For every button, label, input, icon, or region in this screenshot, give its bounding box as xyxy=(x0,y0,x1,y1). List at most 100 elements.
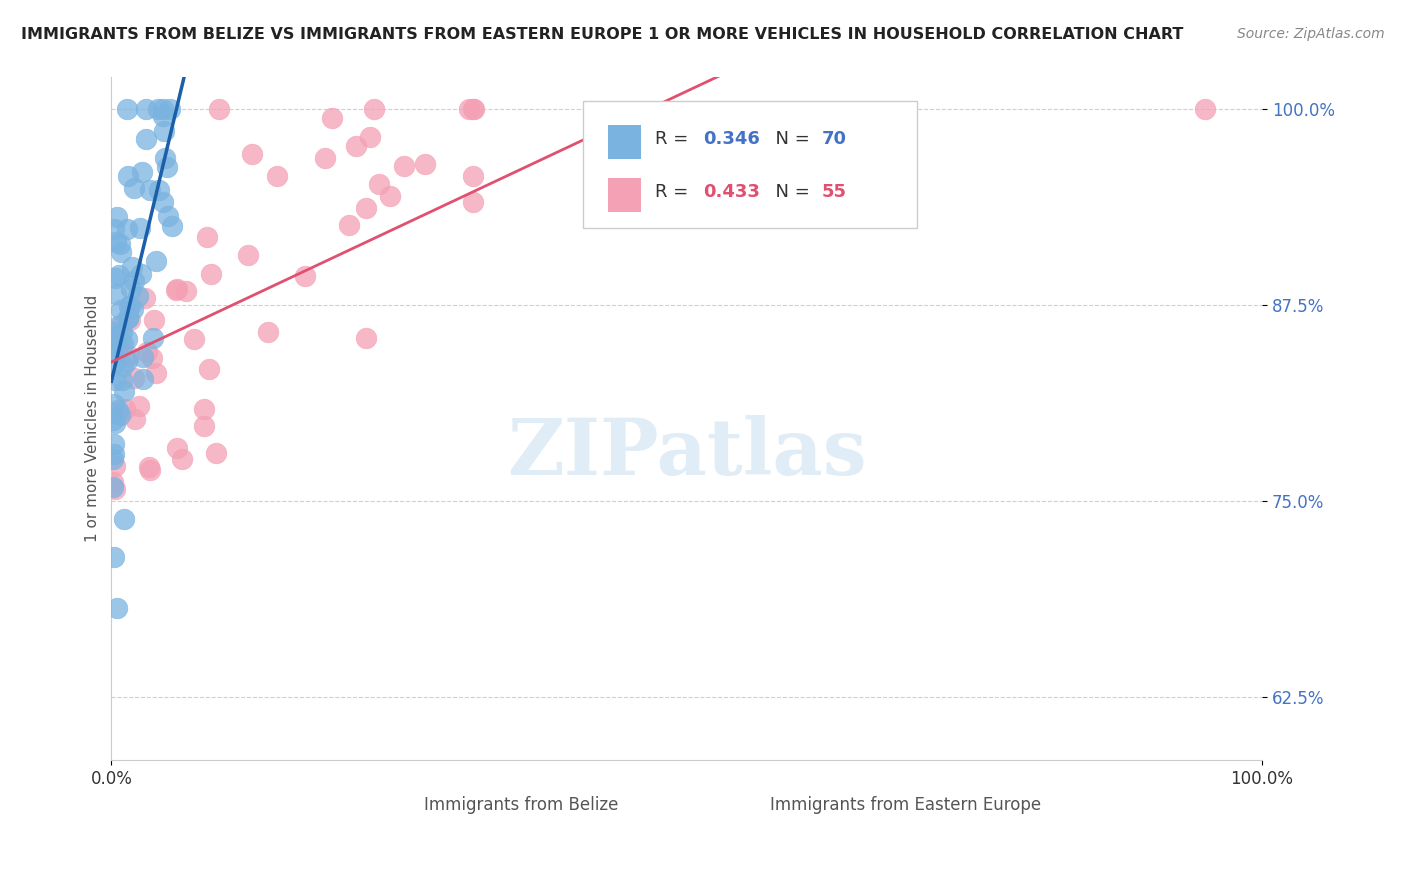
Point xyxy=(110,244,132,259)
Point xyxy=(339,219,361,233)
Point xyxy=(112,384,135,398)
Point xyxy=(148,183,170,197)
Point xyxy=(127,289,149,303)
Point xyxy=(356,201,378,215)
Point xyxy=(193,401,215,416)
Point xyxy=(101,475,124,489)
Point xyxy=(204,446,226,460)
Point xyxy=(112,359,135,373)
Point xyxy=(463,102,485,116)
Point xyxy=(103,222,125,236)
Text: 0.346: 0.346 xyxy=(703,130,759,148)
Point xyxy=(392,159,415,173)
Point xyxy=(103,325,125,339)
Point xyxy=(111,326,134,340)
Text: ZIPatlas: ZIPatlas xyxy=(508,415,866,491)
Text: Immigrants from Belize: Immigrants from Belize xyxy=(425,797,619,814)
Point xyxy=(240,146,263,161)
Point xyxy=(461,169,484,183)
Point xyxy=(131,164,153,178)
Point xyxy=(108,268,131,283)
Point xyxy=(166,282,188,296)
Point xyxy=(118,349,141,363)
Text: R =: R = xyxy=(655,183,693,201)
Point xyxy=(129,220,152,235)
Text: Source: ZipAtlas.com: Source: ZipAtlas.com xyxy=(1237,27,1385,41)
Point xyxy=(344,139,367,153)
Point xyxy=(142,331,165,345)
Point xyxy=(138,460,160,475)
Point xyxy=(117,354,139,368)
Point xyxy=(457,102,479,116)
Text: N =: N = xyxy=(763,183,815,201)
Point xyxy=(139,462,162,476)
Point xyxy=(120,282,142,296)
Point xyxy=(321,112,343,126)
Point xyxy=(114,401,136,416)
Point xyxy=(135,102,157,116)
Point xyxy=(124,411,146,425)
Point xyxy=(153,124,176,138)
Text: 0.433: 0.433 xyxy=(703,183,759,201)
Point xyxy=(101,345,124,359)
Point xyxy=(166,441,188,455)
Text: N =: N = xyxy=(763,130,815,148)
Point xyxy=(146,102,169,116)
Point xyxy=(115,222,138,236)
Point xyxy=(117,311,139,326)
Point xyxy=(110,303,132,318)
Point xyxy=(152,109,174,123)
Point xyxy=(359,130,381,145)
Point xyxy=(208,102,231,116)
Point xyxy=(101,343,124,357)
Point xyxy=(108,237,131,252)
Point xyxy=(128,399,150,413)
Text: R =: R = xyxy=(655,130,693,148)
Bar xyxy=(738,791,763,818)
Point xyxy=(461,194,484,209)
Point xyxy=(111,317,134,331)
Point xyxy=(104,271,127,285)
Point xyxy=(135,131,157,145)
Point xyxy=(367,177,389,191)
Point xyxy=(124,371,146,385)
Point xyxy=(132,372,155,386)
Point xyxy=(155,151,177,165)
Point xyxy=(142,313,165,327)
FancyBboxPatch shape xyxy=(583,102,917,227)
Point xyxy=(117,169,139,183)
Point xyxy=(195,230,218,244)
Point xyxy=(157,209,180,223)
Point xyxy=(108,336,131,351)
Point xyxy=(105,330,128,344)
Point xyxy=(354,331,377,345)
Bar xyxy=(609,125,641,159)
Point xyxy=(121,260,143,274)
Point xyxy=(103,550,125,565)
Point xyxy=(183,332,205,346)
Point xyxy=(120,299,142,313)
Point xyxy=(105,210,128,224)
Text: 70: 70 xyxy=(821,130,846,148)
Point xyxy=(104,416,127,430)
Point xyxy=(115,102,138,116)
Point xyxy=(111,337,134,351)
Point xyxy=(103,397,125,411)
Bar xyxy=(609,178,641,211)
Point xyxy=(294,269,316,284)
Point xyxy=(117,310,139,325)
Point xyxy=(159,102,181,116)
Point xyxy=(103,447,125,461)
Point xyxy=(170,451,193,466)
Point xyxy=(145,366,167,380)
Point xyxy=(363,102,385,116)
Point xyxy=(138,184,160,198)
Point xyxy=(107,402,129,417)
Point xyxy=(103,437,125,451)
Point xyxy=(152,102,174,116)
Point xyxy=(104,355,127,369)
Text: 55: 55 xyxy=(821,183,846,201)
Point xyxy=(107,318,129,333)
Point xyxy=(108,409,131,423)
Point xyxy=(145,254,167,268)
